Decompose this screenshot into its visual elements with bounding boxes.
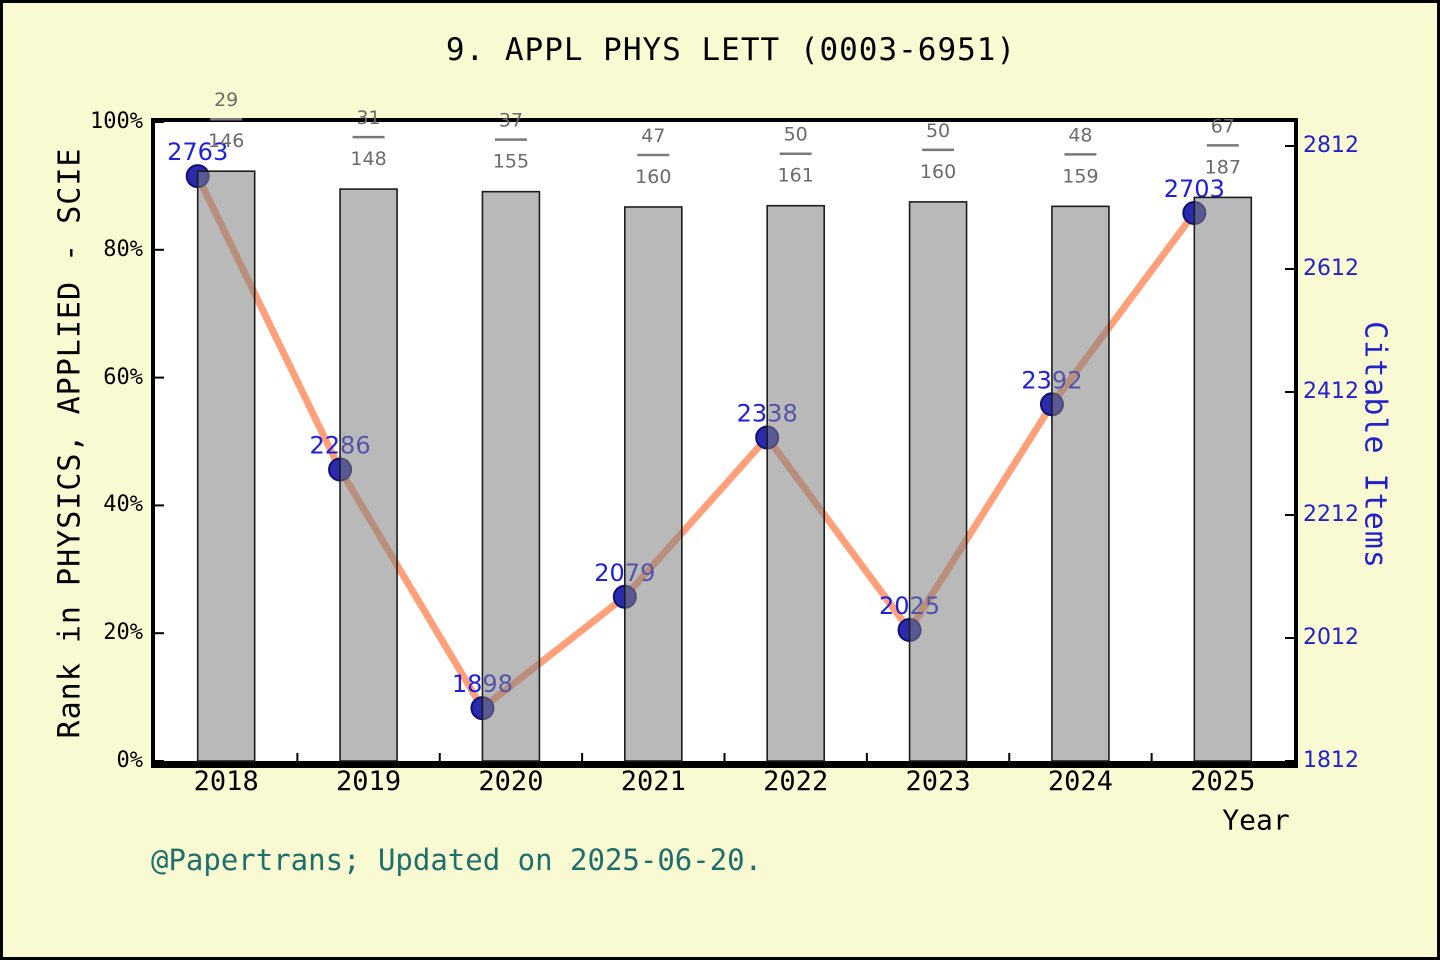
rank-bar-2021 <box>624 206 683 762</box>
rank-numerator-2022: 50 <box>784 124 808 146</box>
left-tick-label-60%: 60% <box>103 364 143 390</box>
rank-denominator-2018: 146 <box>208 130 244 152</box>
rank-denominator-2025: 187 <box>1205 156 1241 178</box>
footer-credit: @Papertrans; Updated on 2025-06-20. <box>151 843 763 877</box>
right-tick-label-2012: 2012 <box>1303 625 1359 650</box>
rank-bar-2022 <box>766 204 825 762</box>
rank-numerator-2024: 48 <box>1068 124 1092 146</box>
right-tick-label-2412: 2412 <box>1303 379 1359 404</box>
rank-numerator-2023: 50 <box>926 120 950 142</box>
x-axis-title: Year <box>1222 803 1290 837</box>
year-tick-label-2022: 2022 <box>763 766 829 797</box>
rank-denominator-2023: 160 <box>920 161 956 183</box>
right-axis-title: Citable Items <box>1357 321 1393 569</box>
year-tick-label-2023: 2023 <box>905 766 971 797</box>
right-tick-label-2612: 2612 <box>1303 256 1359 281</box>
rank-bar-2025 <box>1193 196 1253 762</box>
rank-denominator-2022: 161 <box>778 165 814 187</box>
rank-denominator-2020: 155 <box>493 151 529 173</box>
rank-bar-2024 <box>1051 205 1110 762</box>
left-tick-label-0%: 0% <box>116 748 144 773</box>
rank-denominator-2024: 159 <box>1062 165 1098 187</box>
rank-bar-2020 <box>481 190 541 762</box>
rank-numerator-2018: 29 <box>214 89 238 111</box>
left-tick-label-80%: 80% <box>103 236 143 262</box>
left-tick-label-40%: 40% <box>103 492 143 518</box>
year-tick-label-2024: 2024 <box>1047 766 1113 797</box>
rank-bar-2019 <box>339 188 398 762</box>
right-tick-label-1812: 1812 <box>1303 748 1359 773</box>
rank-numerator-2020: 37 <box>499 110 523 132</box>
right-tick-label-2212: 2212 <box>1303 502 1359 527</box>
year-tick-label-2021: 2021 <box>620 766 686 797</box>
rank-numerator-2019: 31 <box>356 107 380 129</box>
rank-denominator-2021: 160 <box>635 166 671 188</box>
right-tick-label-2812: 2812 <box>1303 133 1359 158</box>
chart-title: 9. APPL PHYS LETT (0003-6951) <box>445 32 1017 68</box>
year-tick-label-2019: 2019 <box>336 766 402 797</box>
year-tick-label-2025: 2025 <box>1190 766 1256 797</box>
left-tick-label-20%: 20% <box>103 620 143 646</box>
rank-numerator-2021: 47 <box>641 125 665 147</box>
rank-bar-2023 <box>908 201 968 762</box>
year-tick-label-2020: 2020 <box>478 766 544 797</box>
rank-bar-2018 <box>196 170 256 762</box>
chart-canvas: 2763228618982079233820252392270329146311… <box>155 89 1294 762</box>
left-tick-label-100%: 100% <box>90 109 143 134</box>
point-label-2018: 2763 <box>167 138 228 166</box>
year-tick-label-2018: 2018 <box>193 766 259 797</box>
rank-numerator-2025: 67 <box>1211 115 1235 137</box>
rank-denominator-2019: 148 <box>350 148 386 170</box>
